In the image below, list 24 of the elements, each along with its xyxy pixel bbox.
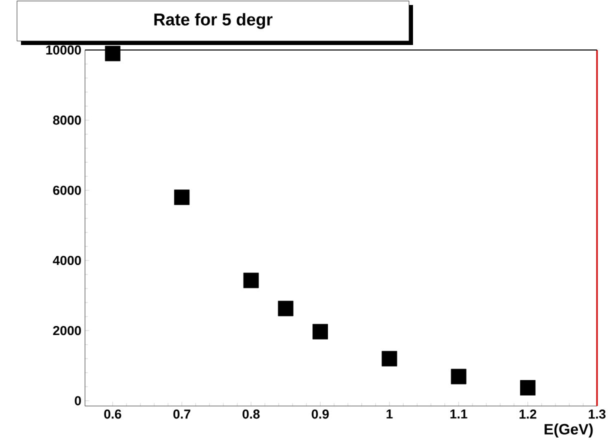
- y-tick-label: 2000: [53, 326, 81, 336]
- y-tick-label: 10000: [46, 45, 81, 55]
- x-tick-label: 0.8: [242, 410, 260, 419]
- x-tick-label: 0.6: [104, 410, 122, 419]
- point: [450, 368, 466, 384]
- point: [174, 190, 190, 206]
- x-tick-label: 1: [386, 410, 393, 418]
- y-tick-label: 6000: [53, 186, 81, 195]
- point: [520, 380, 536, 396]
- x-tick-label: 1.1: [450, 410, 468, 418]
- y-tick-label: 4000: [52, 256, 81, 266]
- x-tick-label: 1.3: [588, 410, 606, 419]
- chart-title: Rate for 5 degr: [154, 13, 272, 29]
- point: [312, 324, 328, 340]
- y-tick-label: 0: [74, 396, 81, 406]
- point: [243, 272, 259, 288]
- x-tick-label: 0.9: [312, 410, 329, 419]
- x-tick-label: 1.2: [520, 410, 536, 419]
- x-axis-title: E(GeV): [544, 424, 593, 438]
- y-tick-label: 8000: [53, 116, 81, 125]
- point: [382, 350, 398, 366]
- point: [278, 300, 294, 316]
- point: [104, 46, 120, 62]
- x-tick-label: 0.7: [173, 410, 190, 419]
